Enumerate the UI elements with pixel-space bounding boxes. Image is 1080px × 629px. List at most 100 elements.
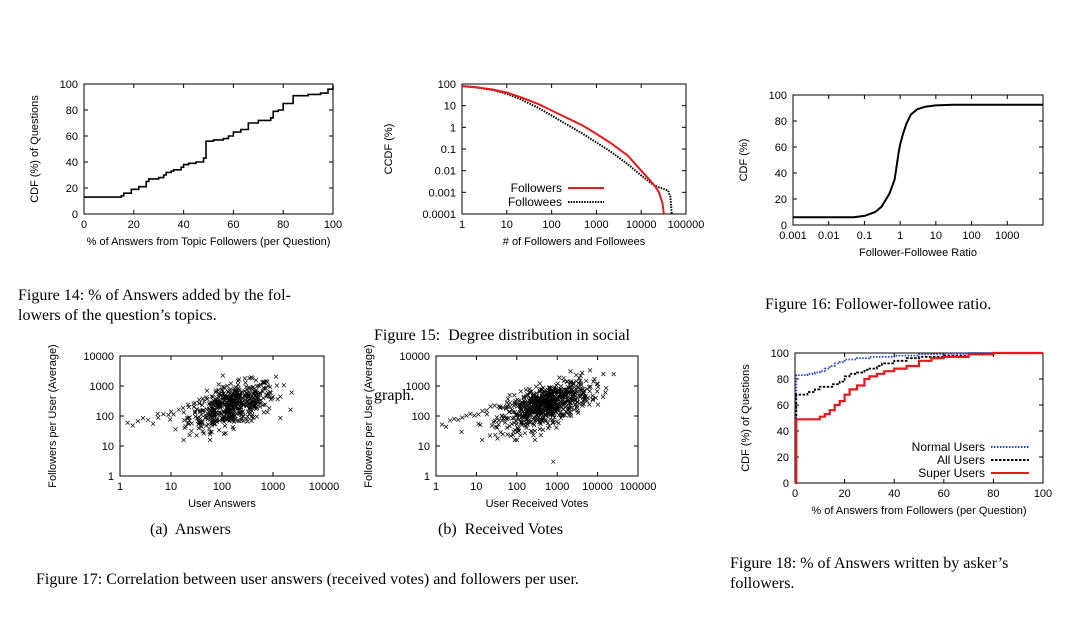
fig17b-xtick-label: 100000	[620, 481, 657, 493]
fig17b-point	[499, 413, 505, 418]
fig17a-point	[243, 380, 248, 385]
fig17b-ytick-label: 10000	[399, 351, 430, 363]
fig17a-point	[278, 394, 283, 399]
fig17a-point	[209, 394, 214, 399]
fig17b-point	[524, 425, 529, 431]
fig17a-point	[238, 405, 244, 410]
fig15-xlabel: # of Followers and Followees	[503, 236, 646, 248]
fig17b-point	[551, 386, 556, 391]
fig17b-point	[480, 408, 485, 414]
fig17a-point	[200, 396, 206, 401]
fig17b-point	[581, 401, 587, 407]
fig17b-point	[527, 411, 532, 416]
fig17a-point	[220, 416, 225, 421]
fig17a-point	[180, 405, 186, 411]
fig17b-point	[504, 425, 510, 430]
fig17b-ytick-label: 10	[418, 441, 430, 453]
fig17a-point	[236, 377, 242, 382]
fig17b-point	[583, 378, 589, 384]
fig17b-xlabel: User Received Votes	[486, 498, 589, 510]
fig17a-point	[250, 376, 255, 381]
fig17a-point	[189, 428, 194, 434]
fig17b-point	[569, 389, 575, 394]
fig17b-point	[545, 411, 551, 416]
fig17b-point	[547, 393, 553, 398]
fig18-xtick-label: 0	[792, 488, 798, 500]
fig18-xlabel: % of Answers from Followers (per Questio…	[811, 505, 1026, 517]
fig17b-point	[549, 412, 555, 417]
fig17a-point	[202, 415, 208, 421]
fig17b-point	[514, 421, 520, 427]
fig17a-point	[221, 431, 227, 436]
fig17b-ylabel: Followers per User (Average)	[363, 344, 375, 487]
fig17a-point	[214, 405, 220, 411]
fig16-series-line	[793, 103, 1043, 219]
fig17a-point	[199, 424, 204, 430]
fig17b-point	[557, 375, 562, 380]
fig17b-point	[560, 401, 565, 406]
fig17b-point	[512, 409, 518, 415]
fig17b-point	[595, 381, 600, 387]
fig17a-point	[223, 395, 228, 400]
fig14-caption-line2: lowers of the question’s topics.	[18, 307, 217, 324]
fig17a-point	[281, 382, 287, 388]
fig17b-point	[538, 387, 543, 392]
fig14-xlabel: % of Answers from Topic Followers (per Q…	[87, 236, 331, 248]
fig17a-point	[155, 411, 160, 417]
fig17b-point	[590, 397, 595, 403]
fig17a-point	[166, 412, 171, 418]
fig16-xlabel: Follower-Followee Ratio	[859, 247, 977, 259]
fig17a-point	[216, 427, 222, 433]
fig17b-point	[569, 397, 575, 402]
fig17b-point	[510, 416, 515, 421]
fig17b-point	[547, 388, 552, 393]
fig17b-point	[568, 380, 573, 385]
fig14-xtick-label: 100	[324, 219, 342, 231]
fig17b-point	[539, 410, 545, 415]
fig17a-point	[210, 415, 216, 421]
fig17a-point	[145, 417, 151, 423]
fig17a-point	[233, 385, 239, 390]
fig17a-point	[191, 404, 197, 410]
fig17b-point	[512, 437, 517, 443]
fig17a-point	[251, 415, 256, 421]
fig17a-point	[130, 423, 135, 428]
fig17a-point	[224, 409, 229, 415]
fig17a-point	[176, 407, 181, 412]
fig17b-point	[498, 430, 503, 435]
fig15-ytick-label: 1	[450, 122, 456, 134]
fig17b-point	[496, 422, 501, 427]
fig18-xtick-label: 80	[987, 488, 999, 500]
fig17a-point	[265, 409, 270, 415]
fig17b-point	[514, 437, 520, 443]
fig16-frame	[792, 94, 1044, 226]
fig17b-point	[552, 415, 557, 420]
fig17a-point	[249, 418, 254, 424]
fig17a-point	[262, 380, 267, 386]
fig17b-point	[515, 415, 521, 421]
fig17a-point	[288, 407, 293, 413]
fig17b-point	[533, 384, 539, 389]
fig17a-point	[245, 399, 251, 404]
fig17b-point	[538, 419, 543, 425]
fig17a-point	[252, 403, 258, 409]
fig16-ytick-label: 100	[769, 90, 787, 102]
fig17a-point	[231, 426, 236, 432]
fig17a-xtick-label: 10000	[309, 481, 340, 493]
fig15-ytick-label: 0.0001	[422, 209, 456, 221]
fig17b-point	[484, 411, 490, 417]
fig17a-xtick-label: 1000	[261, 481, 285, 493]
fig17b-axes: 1 10 100 1000 10000 100000 1 10 100 1000 10000 User…	[363, 344, 656, 510]
fig17a-point	[150, 421, 156, 427]
fig14-ytick-label: 100	[60, 79, 78, 91]
fig17a-point	[254, 414, 260, 419]
fig17b-point	[551, 401, 557, 406]
fig17b-point	[492, 403, 497, 408]
fig16-xtick-label: 1000	[995, 230, 1019, 242]
fig17b-point	[542, 389, 548, 395]
fig17a-point	[256, 391, 262, 397]
fig17b-point	[518, 433, 523, 438]
fig17a-point	[231, 419, 237, 424]
fig17a-ytick-label: 10000	[83, 351, 114, 363]
